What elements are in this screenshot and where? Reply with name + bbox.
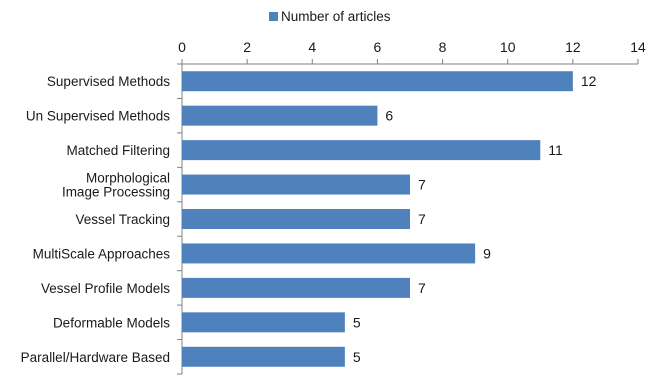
legend-label: Number of articles [281,9,391,24]
category-label: Vessel Tracking [75,212,170,227]
category-label: Matched Filtering [66,143,170,158]
bar [182,243,476,264]
category-label: Un Supervised Methods [26,109,170,124]
data-label: 12 [581,73,597,89]
bar [182,346,345,367]
bar [182,209,410,229]
x-tick-label: 8 [439,39,447,55]
x-tick-label: 12 [565,39,581,55]
x-tick-label: 10 [500,39,516,55]
x-tick-label: 2 [243,39,251,55]
data-label: 5 [353,349,361,365]
x-tick-label: 14 [630,39,646,55]
category-label-line: Vessel Tracking [75,212,170,227]
category-label-line: Deformable Models [53,315,170,330]
data-label: 5 [353,314,361,330]
data-label: 11 [548,142,563,158]
category-label: Deformable Models [53,315,170,330]
category-label-line: Morphological [86,171,170,186]
category-label: Morphological Image Processing [62,171,170,200]
x-tick-label: 6 [374,39,382,55]
legend-swatch [269,12,278,21]
x-tick-label: 0 [178,39,186,55]
category-label: MultiScale Approaches [33,246,171,261]
bar [182,312,345,333]
category-label-line: Supervised Methods [47,74,170,89]
category-label-line: Image Processing [62,185,170,200]
bar [182,174,410,195]
bar [182,71,573,92]
category-label: Parallel/Hardware Based [21,350,170,365]
data-label: 6 [385,108,393,124]
category-label-line: Parallel/Hardware Based [21,350,170,365]
category-label-line: Vessel Profile Models [41,281,170,296]
bar [182,277,410,298]
data-label: 7 [418,211,426,227]
category-label: Vessel Profile Models [41,281,170,296]
category-label: Supervised Methods [47,74,170,89]
x-tick-label: 4 [308,39,316,55]
category-label-line: MultiScale Approaches [33,246,171,261]
bar [182,140,541,161]
bar [182,105,378,126]
data-label: 7 [418,177,426,193]
category-label-line: Un Supervised Methods [26,109,170,124]
data-label: 7 [418,280,426,296]
data-label: 9 [483,245,491,261]
category-label-line: Matched Filtering [66,143,170,158]
